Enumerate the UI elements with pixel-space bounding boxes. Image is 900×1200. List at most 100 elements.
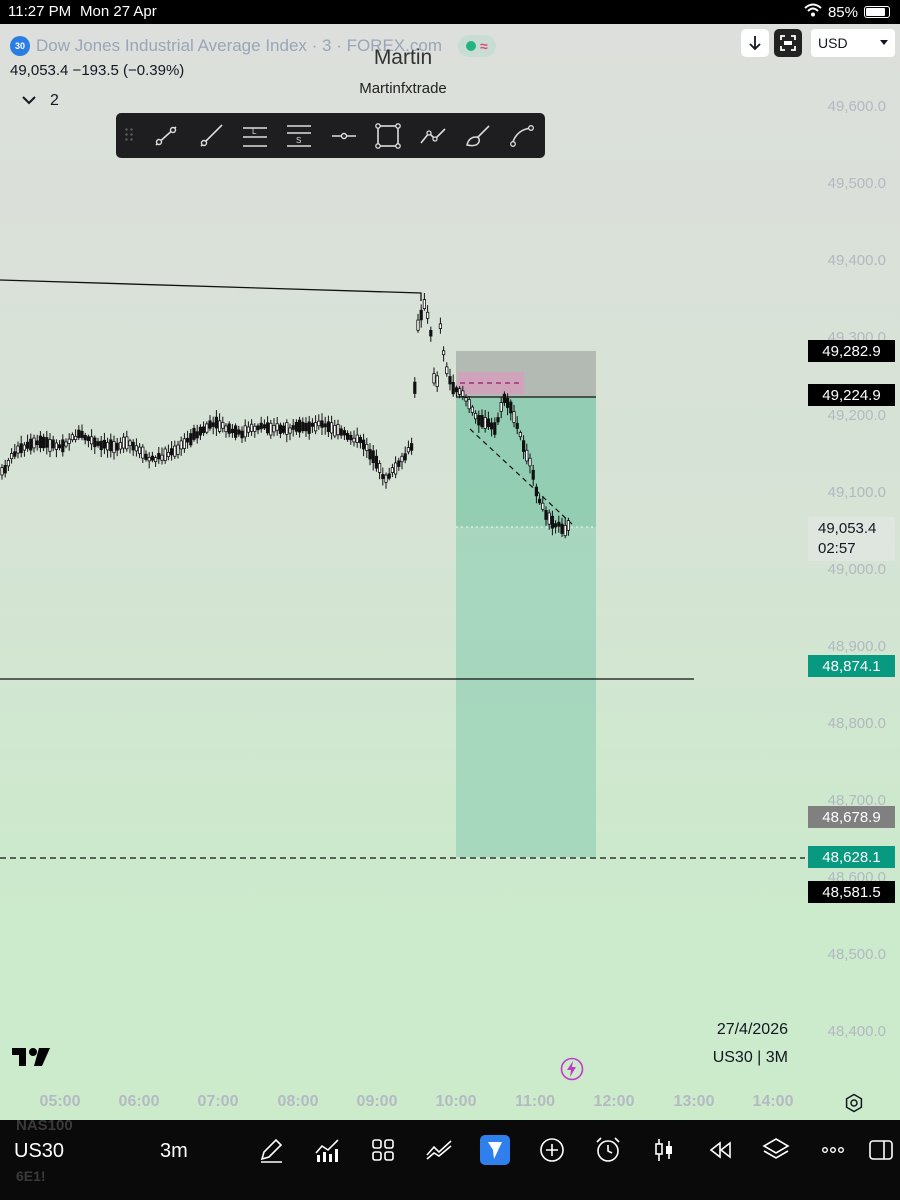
more-icon[interactable] bbox=[818, 1135, 848, 1165]
cursor-tool-button[interactable] bbox=[480, 1135, 510, 1165]
compare-icon[interactable] bbox=[424, 1135, 454, 1165]
status-bar: 11:27 PM Mon 27 Apr 85% bbox=[0, 0, 900, 24]
watchlist-panel-icon[interactable] bbox=[866, 1135, 896, 1165]
candle-body bbox=[189, 433, 193, 446]
short-position-tool-icon[interactable]: S bbox=[284, 121, 314, 151]
candle-body bbox=[125, 436, 129, 450]
add-icon[interactable] bbox=[537, 1135, 567, 1165]
candle-body bbox=[29, 438, 33, 451]
alarm-clock-icon[interactable] bbox=[593, 1135, 623, 1165]
candle-body bbox=[317, 420, 321, 427]
horizontal-ray-tool-icon[interactable] bbox=[329, 121, 359, 151]
fullscreen-button[interactable] bbox=[774, 29, 802, 57]
candle-body bbox=[157, 452, 161, 460]
chart-area[interactable]: 30 Dow Jones Industrial Average Index · … bbox=[0, 24, 900, 1120]
candle-body bbox=[464, 397, 468, 402]
candle-body bbox=[166, 451, 170, 457]
ray-tool-icon[interactable] bbox=[196, 121, 226, 151]
candle-body bbox=[163, 448, 167, 461]
scroll-down-button[interactable] bbox=[741, 29, 769, 57]
curve-tool-icon[interactable] bbox=[507, 121, 537, 151]
indicators-toggle[interactable]: 2 bbox=[22, 92, 59, 110]
layout-grid-icon[interactable] bbox=[368, 1135, 398, 1165]
price-tick: 49,600.0 bbox=[827, 98, 886, 115]
drag-handle-icon[interactable] bbox=[124, 127, 134, 143]
chevron-down-icon bbox=[880, 40, 888, 45]
candle-body bbox=[509, 401, 513, 414]
brush-tool-icon[interactable] bbox=[463, 121, 493, 151]
candle-body bbox=[304, 422, 308, 432]
candle-body bbox=[525, 449, 529, 462]
candle-body bbox=[349, 434, 353, 441]
candle-body bbox=[301, 421, 305, 432]
candle-body bbox=[384, 474, 388, 483]
chevron-down-icon[interactable] bbox=[22, 92, 36, 110]
rectangle-tool-icon[interactable] bbox=[373, 121, 403, 151]
time-tick: 05:00 bbox=[39, 1093, 81, 1110]
resistance-trendline[interactable] bbox=[0, 279, 422, 301]
long-position-tool-icon[interactable]: L bbox=[240, 121, 270, 151]
candle-body bbox=[563, 524, 567, 537]
candle-body bbox=[217, 420, 222, 432]
chart-settings-icon[interactable] bbox=[844, 1093, 864, 1113]
price-label-low[interactable]: 48,581.5 bbox=[808, 881, 895, 903]
symbol-current-button[interactable]: US30 bbox=[14, 1140, 65, 1162]
candle-body bbox=[3, 465, 7, 474]
candle-body bbox=[134, 445, 138, 452]
symbol-next[interactable]: 6E1! bbox=[16, 1168, 46, 1184]
candle-body bbox=[169, 448, 174, 456]
candle-body bbox=[473, 413, 478, 420]
tradingview-logo-icon[interactable] bbox=[12, 1046, 52, 1073]
candlestick-icon[interactable] bbox=[649, 1135, 679, 1165]
live-indicator[interactable]: ≈ bbox=[457, 35, 496, 57]
price-tick: 49,200.0 bbox=[827, 407, 886, 424]
candle-body bbox=[518, 432, 523, 438]
candle-body bbox=[22, 444, 27, 451]
price-tick: 48,500.0 bbox=[827, 946, 886, 963]
candle-body bbox=[560, 523, 564, 534]
chart-canvas[interactable] bbox=[0, 24, 900, 1120]
path-tool-icon[interactable] bbox=[418, 121, 448, 151]
price-label-entry[interactable]: 49,224.9 bbox=[808, 384, 895, 406]
watermark-title: Martin bbox=[373, 46, 433, 69]
candle-body bbox=[182, 438, 186, 449]
candle-body bbox=[445, 366, 449, 375]
candle-body bbox=[80, 430, 84, 438]
candle-body bbox=[313, 422, 318, 432]
profit-zone[interactable] bbox=[456, 527, 596, 857]
symbol-title[interactable]: Dow Jones Industrial Average Index · 3 ·… bbox=[36, 36, 442, 55]
watermark-author: Martinfxtrade bbox=[359, 80, 447, 97]
symbol-prev[interactable]: NAS100 bbox=[16, 1117, 73, 1134]
trend-line-tool-icon[interactable] bbox=[151, 121, 181, 151]
candle-body bbox=[470, 406, 475, 413]
candle-body bbox=[9, 453, 14, 460]
candle-body bbox=[160, 454, 164, 461]
candle-body bbox=[554, 523, 558, 528]
candle-body bbox=[45, 437, 49, 448]
status-indicators: 85% bbox=[804, 3, 890, 21]
time-tick: 10:00 bbox=[435, 1093, 477, 1110]
candle-body bbox=[352, 437, 356, 443]
currency-select[interactable]: USD bbox=[811, 29, 895, 57]
candle-body bbox=[480, 415, 484, 428]
candle-body bbox=[538, 498, 542, 504]
interval-button[interactable]: 3m bbox=[160, 1140, 188, 1162]
price-tick: 49,400.0 bbox=[827, 252, 886, 269]
price-label-target[interactable]: 48,628.1 bbox=[808, 846, 895, 868]
pencil-icon[interactable] bbox=[256, 1135, 286, 1165]
candle-body bbox=[358, 437, 363, 444]
replay-icon[interactable] bbox=[705, 1135, 735, 1165]
price-label-stop[interactable]: 49,282.9 bbox=[808, 340, 895, 362]
drawing-toolbar[interactable]: L S bbox=[116, 113, 545, 158]
symbol-header[interactable]: 30 Dow Jones Industrial Average Index · … bbox=[10, 35, 496, 57]
layers-icon[interactable] bbox=[761, 1135, 791, 1165]
candle-body bbox=[96, 441, 100, 446]
price-label-support[interactable]: 48,874.1 bbox=[808, 655, 895, 677]
battery-icon bbox=[864, 6, 890, 18]
lightning-bolt-icon[interactable] bbox=[560, 1057, 584, 1081]
price-candles bbox=[0, 292, 571, 539]
indicators-icon[interactable] bbox=[312, 1135, 342, 1165]
price-label-target-grey[interactable]: 48,678.9 bbox=[808, 806, 895, 828]
candle-body bbox=[326, 421, 331, 433]
candle-body bbox=[233, 425, 238, 438]
